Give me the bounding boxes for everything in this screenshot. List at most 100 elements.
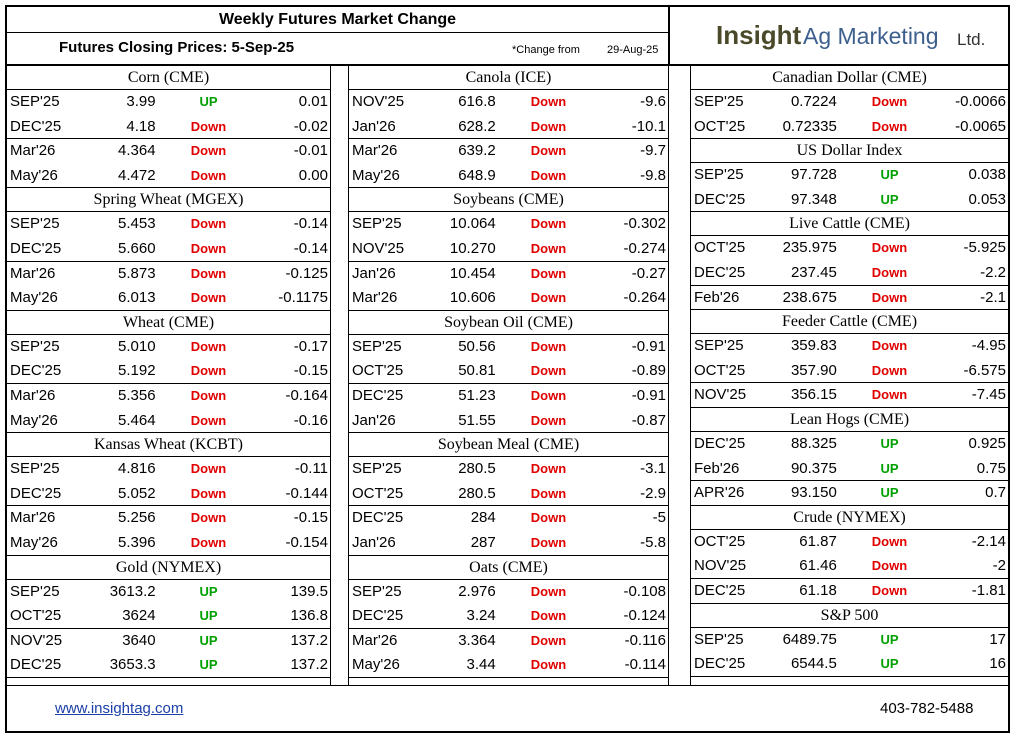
price-row: Jan'26 628.2 Down -10.1 (349, 115, 668, 140)
closing-price: 3.44 (466, 656, 496, 674)
price-row: DEC'25 3.24 Down -0.124 (349, 604, 668, 629)
price-row: DEC'25 284 Down -5 (349, 506, 668, 531)
price-change: -0.114 (624, 656, 666, 674)
closing-price: 3640 (122, 631, 156, 649)
contract-month: SEP'25 (10, 93, 60, 110)
direction-indicator: Down (530, 240, 567, 256)
price-change: 137.2 (290, 631, 328, 649)
price-change: -0.14 (293, 239, 328, 257)
price-row: Jan'26 51.55 Down -0.87 (349, 409, 668, 434)
contract-month: NOV'25 (352, 239, 405, 257)
direction-indicator: Down (530, 118, 567, 134)
direction-indicator: Down (530, 363, 567, 379)
commodity-column-oilseeds: Canola (ICE) NOV'25 616.8 Down -9.6 Jan'26 628… (349, 66, 668, 678)
direction-indicator: Down (871, 240, 908, 256)
price-row: Jan'26 287 Down -5.8 (349, 531, 668, 556)
commodity-title: Soybeans (CME) (349, 188, 668, 213)
report-frame (5, 5, 1010, 733)
closing-price: 0.7224 (790, 93, 837, 110)
closing-price: 4.472 (118, 166, 156, 184)
price-change: -0.144 (285, 484, 328, 502)
closing-price: 5.052 (118, 484, 156, 502)
price-row: DEC'25 97.348 UP 0.053 (691, 188, 1008, 213)
closing-price: 287 (470, 533, 496, 551)
website-link[interactable]: www.insightag.com (55, 700, 184, 717)
contract-month: OCT'25 (694, 239, 746, 257)
closing-price: 5.660 (118, 239, 156, 257)
contract-month: DEC'25 (694, 263, 746, 281)
closing-price: 51.55 (458, 411, 496, 429)
closing-price: 5.256 (118, 509, 156, 527)
direction-indicator: Down (530, 485, 567, 501)
contract-month: DEC'25 (694, 434, 746, 452)
report-title: Weekly Futures Market Change (7, 7, 668, 33)
closing-price: 4.816 (118, 460, 156, 478)
contract-month: May'26 (10, 533, 58, 551)
commodity-column-other: Canadian Dollar (CME) SEP'25 0.7224 Down -0.… (691, 66, 1008, 677)
commodity-title: Oats (CME) (349, 556, 668, 580)
price-row: SEP'25 5.453 Down -0.14 (7, 212, 330, 237)
price-change: -0.0065 (955, 117, 1006, 135)
closing-price: 51.23 (458, 386, 496, 404)
closing-price: 356.15 (790, 386, 837, 404)
contract-month: DEC'25 (10, 239, 62, 257)
contract-month: SEP'25 (10, 215, 60, 233)
price-row: Mar'26 10.606 Down -0.264 (349, 286, 668, 311)
direction-indicator: Down (530, 583, 567, 599)
price-change: -2.1 (980, 288, 1006, 306)
contract-month: DEC'25 (10, 117, 62, 135)
price-row: Mar'26 639.2 Down -9.7 (349, 139, 668, 164)
closing-price: 3.364 (458, 631, 496, 649)
contract-month: DEC'25 (10, 362, 62, 380)
price-row: DEC'25 61.18 Down -1.81 (691, 579, 1008, 604)
commodity-title: Spring Wheat (MGEX) (7, 188, 330, 213)
price-row: SEP'25 10.064 Down -0.302 (349, 212, 668, 237)
direction-indicator: Down (190, 143, 227, 159)
column-divider (330, 66, 331, 685)
commodity-title: Corn (CME) (7, 66, 330, 90)
direction-indicator: Down (190, 412, 227, 428)
direction-indicator: Down (190, 240, 227, 256)
price-change: -3.1 (640, 460, 666, 478)
closing-price: 3613.2 (109, 582, 156, 600)
price-row: SEP'25 50.56 Down -0.91 (349, 335, 668, 360)
direction-indicator: UP (199, 608, 218, 624)
contract-month: Jan'26 (352, 533, 396, 551)
contract-month: NOV'25 (10, 631, 63, 649)
commodity-title: Crude (NYMEX) (691, 506, 1008, 530)
price-change: -0.154 (285, 533, 328, 551)
closing-price: 10.454 (449, 264, 496, 282)
commodity-title: Feeder Cattle (CME) (691, 310, 1008, 335)
price-change: 0.038 (968, 166, 1006, 184)
price-row: OCT'25 3624 UP 136.8 (7, 604, 330, 629)
closing-price: 97.348 (790, 190, 837, 208)
contract-month: NOV'25 (694, 386, 747, 404)
closing-price: 639.2 (458, 142, 496, 160)
logo-ltd-text: Ltd. (957, 30, 986, 49)
price-row: SEP'25 6489.75 UP 17 (691, 628, 1008, 653)
direction-indicator: Down (530, 657, 567, 673)
price-row: NOV'25 61.46 Down -2 (691, 554, 1008, 579)
table-bottom-rule (5, 685, 1010, 686)
price-row: SEP'25 0.7224 Down -0.0066 (691, 90, 1008, 115)
price-row: May'26 5.464 Down -0.16 (7, 409, 330, 434)
direction-indicator: UP (199, 657, 218, 673)
price-row: OCT'25 357.90 Down -6.575 (691, 359, 1008, 384)
commodity-title: US Dollar Index (691, 139, 1008, 164)
direction-indicator: Down (530, 167, 567, 183)
contract-month: DEC'25 (352, 607, 404, 625)
price-change: -10.1 (631, 117, 666, 135)
closing-price: 4.364 (118, 142, 156, 160)
contract-month: SEP'25 (352, 215, 402, 233)
closing-price: 4.18 (126, 117, 156, 135)
direction-indicator: Down (190, 485, 227, 501)
direction-indicator: Down (530, 338, 567, 354)
contract-month: OCT'25 (10, 607, 62, 625)
commodity-title: Canadian Dollar (CME) (691, 66, 1008, 90)
contract-month: Mar'26 (352, 289, 398, 307)
direction-indicator: UP (880, 485, 899, 501)
price-change: 0.053 (968, 190, 1006, 208)
direction-indicator: Down (190, 461, 227, 477)
direction-indicator: Down (530, 265, 567, 281)
price-change: -0.15 (293, 362, 328, 380)
